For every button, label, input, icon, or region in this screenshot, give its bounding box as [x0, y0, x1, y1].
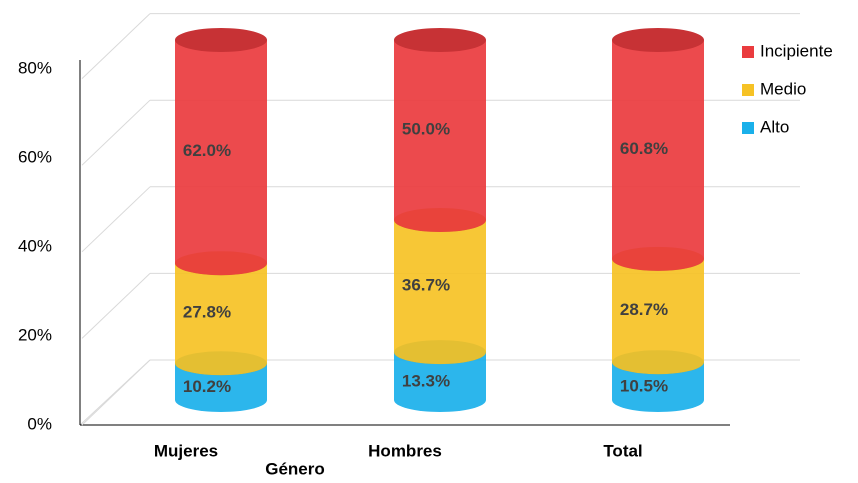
y-tick-label: 20% [18, 325, 52, 344]
legend-label: Incipiente [760, 41, 833, 60]
legend-label: Medio [760, 79, 806, 98]
y-tick-label: 80% [18, 58, 52, 77]
cylinder-part [612, 28, 704, 52]
x-axis-title: Género [265, 459, 325, 478]
y-tick-label: 0% [27, 414, 52, 433]
cylinder-segment [175, 28, 267, 276]
cylinder-part [175, 363, 267, 412]
value-label: 36.7% [402, 276, 450, 295]
y-tick-label: 60% [18, 147, 52, 166]
legend-swatch [742, 122, 754, 134]
cylinder-part [175, 28, 267, 52]
x-tick-label: Total [603, 441, 642, 460]
cylinder-part [394, 220, 487, 365]
value-label: 27.8% [183, 303, 231, 322]
cylinder-segment [394, 28, 486, 232]
legend-swatch [742, 84, 754, 96]
x-tick-label: Mujeres [154, 441, 218, 460]
cylinder-part [175, 40, 267, 276]
legend-swatch [742, 46, 754, 58]
value-label: 28.7% [620, 300, 668, 319]
x-tick-label: Hombres [368, 441, 442, 460]
value-label: 50.0% [402, 119, 450, 138]
cylinder-part [394, 40, 486, 232]
cylinder-part [612, 40, 704, 271]
cylinder-segment [612, 28, 704, 271]
value-label: 62.0% [183, 141, 231, 160]
cylinder-part [394, 352, 486, 412]
cylinder-part [612, 362, 704, 412]
cylinder-part [394, 28, 486, 52]
y-tick-label: 40% [18, 236, 52, 255]
grid-line [81, 186, 151, 253]
cylinder-part [175, 263, 267, 376]
value-label: 60.8% [620, 139, 668, 158]
grid-line [81, 99, 151, 166]
legend-label: Alto [760, 117, 789, 136]
cylinder-part [612, 258, 704, 375]
value-label: 10.5% [620, 377, 668, 396]
value-label: 10.2% [183, 377, 231, 396]
value-label: 13.3% [402, 372, 450, 391]
grid-line [81, 359, 151, 426]
grid-line [81, 273, 151, 339]
grid-line [81, 13, 151, 79]
